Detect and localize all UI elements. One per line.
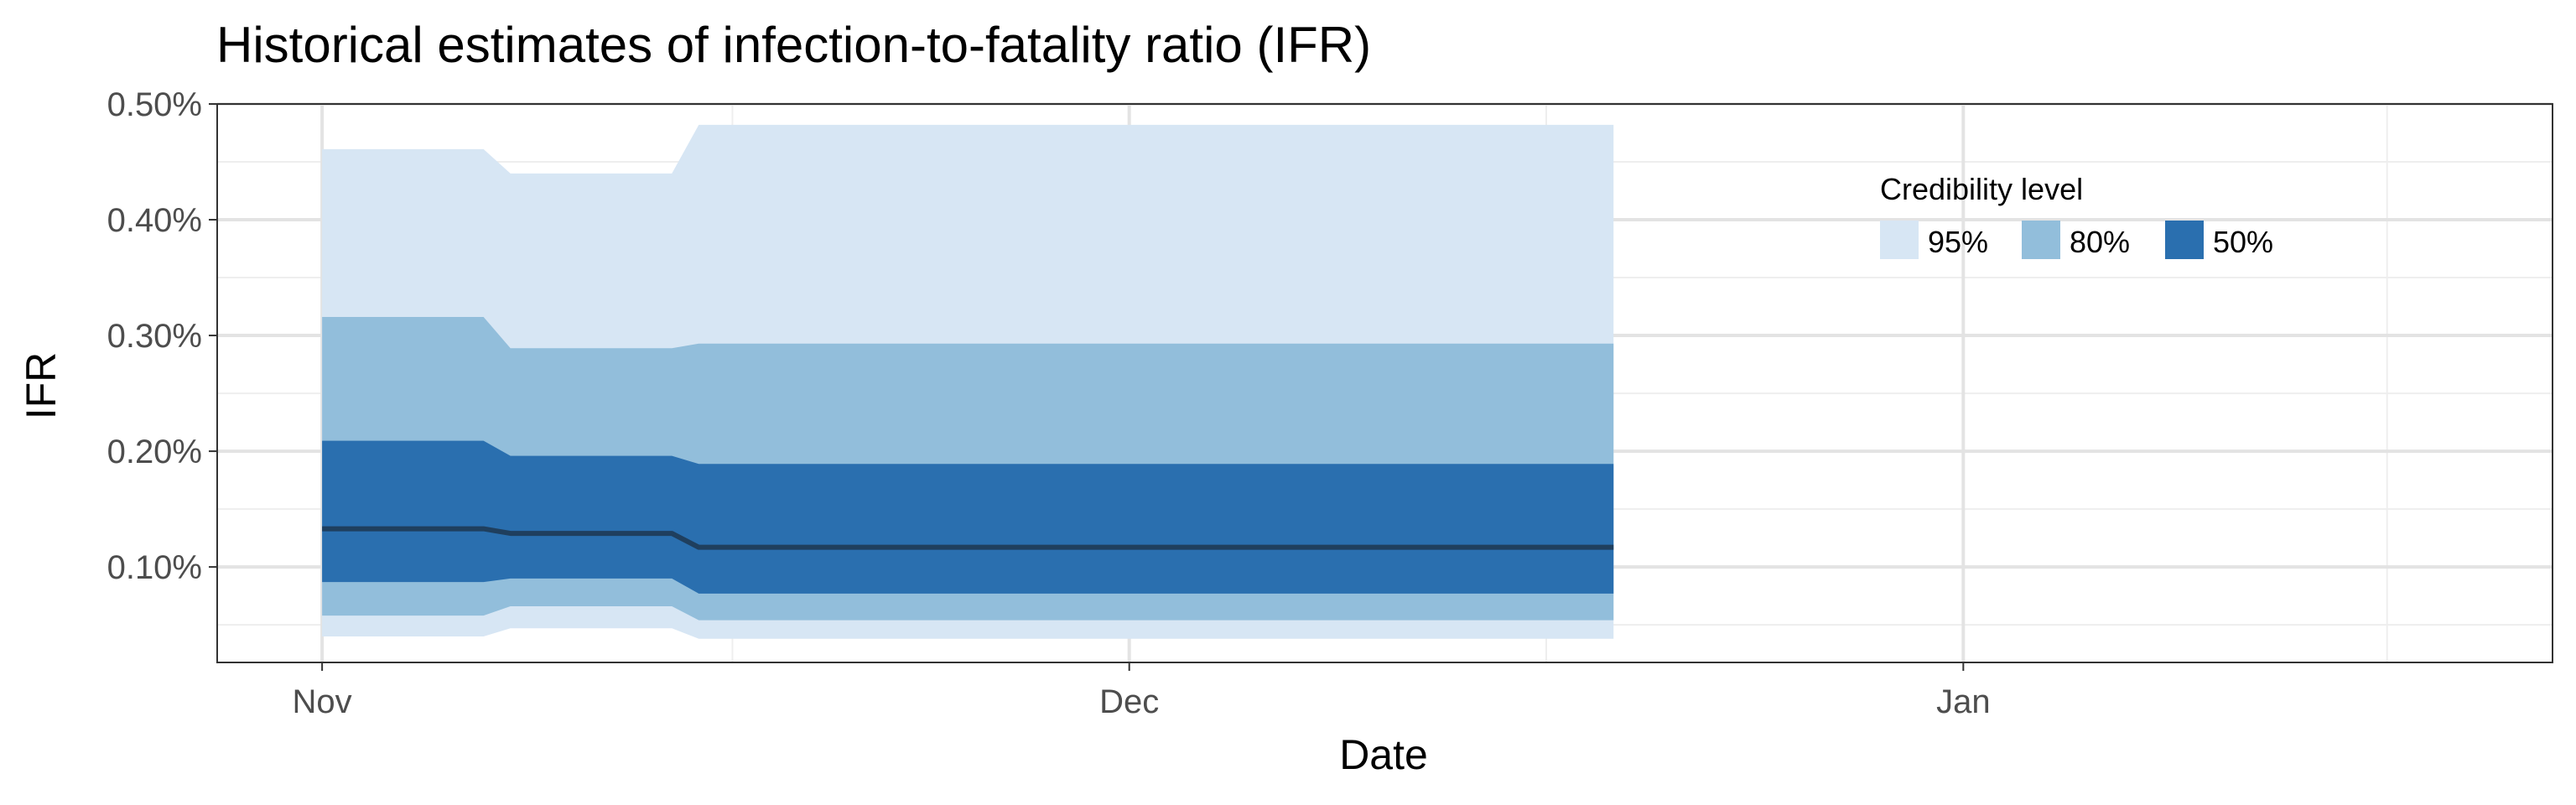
legend-key-80pct (2022, 221, 2060, 259)
legend-label: 95% (1928, 225, 1988, 259)
legend-label: 80% (2070, 225, 2130, 259)
y-tick-label: 0.20% (107, 434, 202, 470)
credibility-bands (322, 124, 1614, 639)
x-tick-label: Nov (293, 683, 352, 720)
legend-title: Credibility level (1880, 172, 2083, 206)
x-tick-label: Dec (1099, 683, 1159, 720)
median-line-group (322, 526, 1614, 550)
legend-key-95pct (1880, 221, 1919, 259)
x-tick-label: Jan (1936, 683, 1991, 720)
y-tick-label: 0.10% (107, 549, 202, 586)
y-axis: 0.10% 0.20% 0.30% 0.40% 0.50% (107, 86, 217, 586)
legend-key-50pct (2165, 221, 2204, 259)
x-axis: Nov Dec Jan (293, 662, 1991, 720)
legend-label: 50% (2213, 225, 2273, 259)
y-tick-label: 0.40% (107, 202, 202, 239)
band-50pct (322, 440, 1614, 594)
x-axis-label: Date (1339, 731, 1428, 778)
legend: Credibility level 95% 80% 50% (1880, 172, 2273, 259)
y-tick-label: 0.50% (107, 86, 202, 123)
median-line (322, 526, 1614, 550)
chart-title: Historical estimates of infection-to-fat… (216, 17, 1371, 73)
y-tick-label: 0.30% (107, 318, 202, 355)
y-axis-label: IFR (18, 352, 65, 420)
legend-items: 95% 80% 50% (1880, 221, 2273, 259)
panel-border (216, 103, 2553, 663)
